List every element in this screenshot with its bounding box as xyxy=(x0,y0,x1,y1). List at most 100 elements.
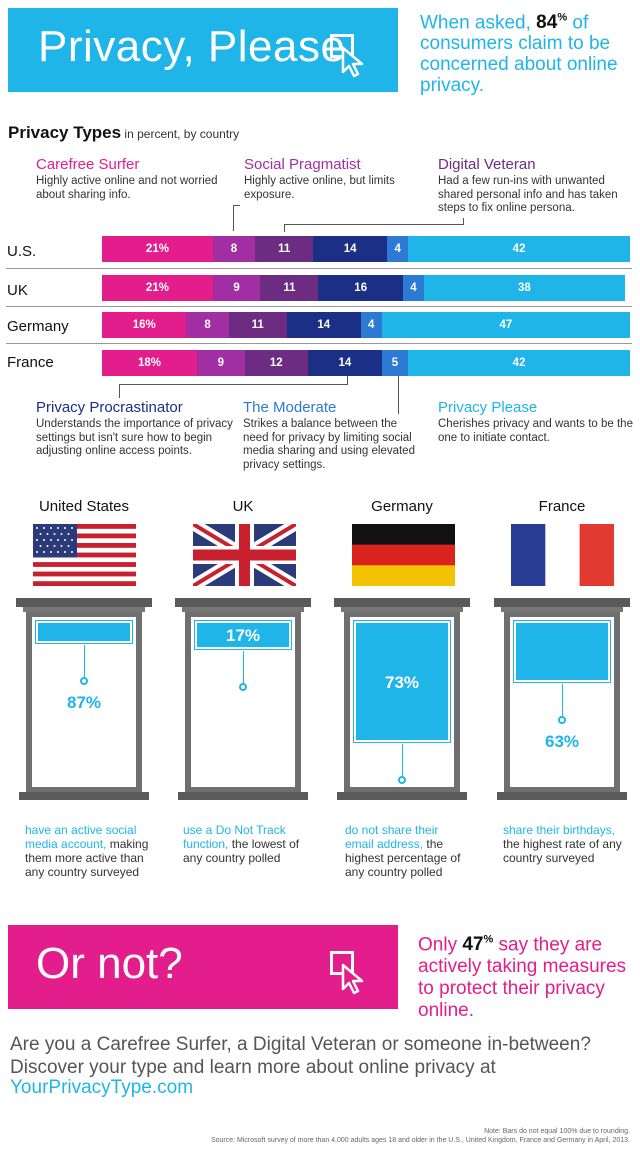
bar-segment-procrastinator: 14 xyxy=(286,312,361,338)
connector-line xyxy=(398,376,399,414)
connector-line xyxy=(119,384,348,385)
bar-segment-carefree: 21% xyxy=(102,236,213,262)
caption-france: share their birthdays, the highest rate … xyxy=(503,823,622,865)
flag-label-france: France xyxy=(538,498,586,515)
window-stat: 87% xyxy=(66,693,102,712)
bar-segment-pragmatist: 8 xyxy=(212,236,256,262)
window-cord xyxy=(562,684,563,716)
cta-text: Are you a Carefree Surfer, a Digital Vet… xyxy=(10,1034,591,1078)
footer-source: Source: Microsoft survey of more than 4,… xyxy=(210,1137,630,1144)
window-cord xyxy=(402,744,403,776)
cta-link[interactable]: YourPrivacyType.com xyxy=(10,1077,194,1098)
connector-line xyxy=(233,205,240,206)
window-cap-lower xyxy=(501,607,623,612)
page-title: Privacy, Please xyxy=(38,22,346,71)
bar-segment-veteran: 11 xyxy=(260,275,319,301)
bar-segment-moderate: 4 xyxy=(402,275,425,301)
ornot-stat-number: 47% xyxy=(462,934,494,956)
bar-segment-moderate: 4 xyxy=(360,312,382,338)
ornot-title: Or not? xyxy=(36,939,183,988)
bar-segment-moderate: 4 xyxy=(387,236,409,262)
bar-row-us: 21% 8 11 14 4 42 xyxy=(102,236,630,262)
bar-segment-veteran: 11 xyxy=(228,312,287,338)
window-cap xyxy=(16,598,152,607)
country-label: U.S. xyxy=(7,243,37,260)
window-cap xyxy=(494,598,630,607)
flag-germany-icon xyxy=(352,524,455,586)
window-sill xyxy=(178,792,308,800)
type-label-carefree: Carefree Surfer Highly active online and … xyxy=(36,156,218,201)
window-graphic: 73% xyxy=(334,598,470,804)
bar-segment-veteran: 11 xyxy=(255,236,314,262)
bar-segment-moderate: 5 xyxy=(381,350,409,376)
bar-segment-carefree: 21% xyxy=(102,275,213,301)
flag-france-icon xyxy=(511,524,614,586)
type-label-veteran: Digital Veteran Had a few run-ins with un… xyxy=(438,156,618,214)
connector-line xyxy=(347,376,348,385)
window-sill xyxy=(19,792,149,800)
window-cord xyxy=(243,651,244,683)
type-label-pragmatist: Social Pragmatist Highly active online, b… xyxy=(244,156,395,201)
window-cap xyxy=(175,598,311,607)
header-banner: Privacy, Please xyxy=(8,8,398,92)
connector-line xyxy=(233,205,234,231)
cursor-arrow-icon xyxy=(341,46,364,78)
footer-note: Note: Bars do not equal 100% due to roun… xyxy=(484,1128,630,1135)
header-stat-number: 84% xyxy=(536,12,568,34)
country-label: Germany xyxy=(7,318,69,335)
bar-segment-procrastinator: 14 xyxy=(313,236,388,262)
bar-segment-pragmatist: 9 xyxy=(197,350,245,376)
bar-segment-procrastinator: 14 xyxy=(307,350,382,376)
window-cap xyxy=(334,598,470,607)
window-stat: 17% xyxy=(225,626,261,645)
bar-segment-procrastinator: 16 xyxy=(318,275,403,301)
caption-germany: do not share their email address, the hi… xyxy=(345,823,461,879)
country-label: UK xyxy=(7,282,28,299)
bar-segment-please: 42 xyxy=(408,350,630,376)
flag-us-icon xyxy=(33,524,136,586)
flag-label-germany: Germany xyxy=(371,498,433,515)
bar-segment-please: 47 xyxy=(381,312,630,338)
flag-label-us: United States xyxy=(38,498,130,515)
window-cord-ring xyxy=(239,683,247,691)
window-cap-lower xyxy=(23,607,145,612)
caption-uk: use a Do Not Track function, the lowest … xyxy=(183,823,300,865)
window-shade: 17% xyxy=(194,620,292,650)
flag-label-uk: UK xyxy=(232,498,254,515)
connector-line xyxy=(463,218,464,225)
ornot-stat: Only 47% say they are actively taking me… xyxy=(418,934,627,1022)
window-cord-ring xyxy=(398,776,406,784)
bar-segment-pragmatist: 8 xyxy=(186,312,229,338)
bar-row-germany: 16% 8 11 14 4 47 xyxy=(102,312,630,338)
window-graphic: 17% xyxy=(175,598,311,804)
section-heading: Privacy Types in percent, by country xyxy=(8,123,240,142)
ornot-banner: Or not? xyxy=(8,925,398,1009)
window-stat: 73% xyxy=(384,673,420,692)
type-label-moderate: The Moderate Strikes a balance between th… xyxy=(243,399,415,471)
caption-us: have an active social media account, mak… xyxy=(25,823,149,879)
row-divider xyxy=(6,268,632,269)
bar-row-france: 18% 9 12 14 5 42 xyxy=(102,350,630,376)
window-graphic: 87% xyxy=(16,598,152,804)
window-cap-lower xyxy=(182,607,304,612)
type-label-please: Privacy Please Cherishes privacy and want… xyxy=(438,399,633,444)
row-divider xyxy=(6,306,632,307)
bar-segment-carefree: 16% xyxy=(102,312,187,338)
country-label: France xyxy=(7,354,54,371)
window-cord-ring xyxy=(80,677,88,685)
window-sill xyxy=(497,792,627,800)
bar-segment-pragmatist: 9 xyxy=(212,275,261,301)
window-cap-lower xyxy=(341,607,463,612)
window-cord-ring xyxy=(558,716,566,724)
cursor-arrow-icon xyxy=(341,963,364,995)
connector-line xyxy=(119,384,120,398)
bar-row-uk: 21% 9 11 16 4 38 xyxy=(102,275,625,301)
bar-segment-carefree: 18% xyxy=(102,350,198,376)
window-sill xyxy=(337,792,467,800)
flag-uk-icon xyxy=(193,524,296,586)
bar-segment-please: 42 xyxy=(408,236,630,262)
window-stat: 63% xyxy=(544,732,580,751)
row-divider xyxy=(6,343,632,344)
bar-segment-please: 38 xyxy=(424,275,625,301)
window-cord xyxy=(84,645,85,677)
